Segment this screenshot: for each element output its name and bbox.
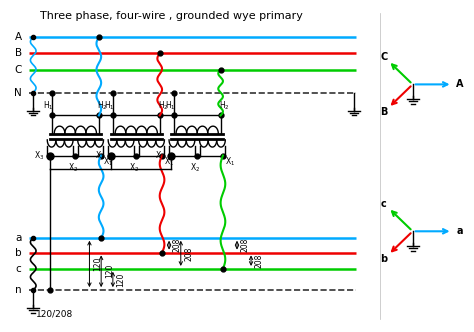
- Text: H$_1$: H$_1$: [104, 100, 114, 112]
- Text: H$_2$: H$_2$: [97, 100, 108, 112]
- Text: H$_2$: H$_2$: [158, 100, 169, 112]
- Text: A: A: [456, 79, 464, 89]
- Text: X$_1$: X$_1$: [164, 155, 174, 168]
- Text: B: B: [15, 48, 22, 58]
- Text: 120/208: 120/208: [36, 309, 73, 318]
- Text: X$_1$: X$_1$: [103, 155, 114, 168]
- Text: C: C: [15, 65, 22, 75]
- Text: 208: 208: [184, 246, 193, 261]
- Text: a: a: [15, 233, 21, 243]
- Text: H$_1$: H$_1$: [164, 100, 175, 112]
- Text: X$_3$: X$_3$: [34, 149, 44, 162]
- Text: A: A: [15, 32, 22, 42]
- Text: X$_2$: X$_2$: [190, 161, 200, 174]
- Text: b: b: [380, 254, 387, 264]
- Text: B: B: [380, 107, 388, 117]
- Text: b: b: [15, 248, 21, 258]
- Text: c: c: [15, 264, 21, 274]
- Text: a: a: [456, 226, 463, 236]
- Text: 208: 208: [255, 253, 264, 268]
- Text: 208: 208: [173, 238, 182, 252]
- Text: 120: 120: [105, 264, 114, 279]
- Text: X$_1$: X$_1$: [225, 155, 236, 168]
- Text: H$_1$: H$_1$: [43, 100, 54, 112]
- Text: X$_3$: X$_3$: [95, 149, 105, 162]
- Text: H$_2$: H$_2$: [219, 100, 230, 112]
- Text: 208: 208: [241, 238, 250, 252]
- Text: N: N: [14, 88, 22, 98]
- Text: X$_2$: X$_2$: [129, 161, 139, 174]
- Text: X$_3$: X$_3$: [155, 149, 166, 162]
- Text: X$_2$: X$_2$: [68, 161, 78, 174]
- Text: n: n: [15, 285, 21, 295]
- Text: 120: 120: [117, 272, 126, 287]
- Text: 120: 120: [93, 257, 102, 271]
- Text: Three phase, four-wire , grounded wye primary: Three phase, four-wire , grounded wye pr…: [40, 11, 303, 21]
- Text: c: c: [381, 199, 387, 208]
- Text: C: C: [380, 52, 388, 62]
